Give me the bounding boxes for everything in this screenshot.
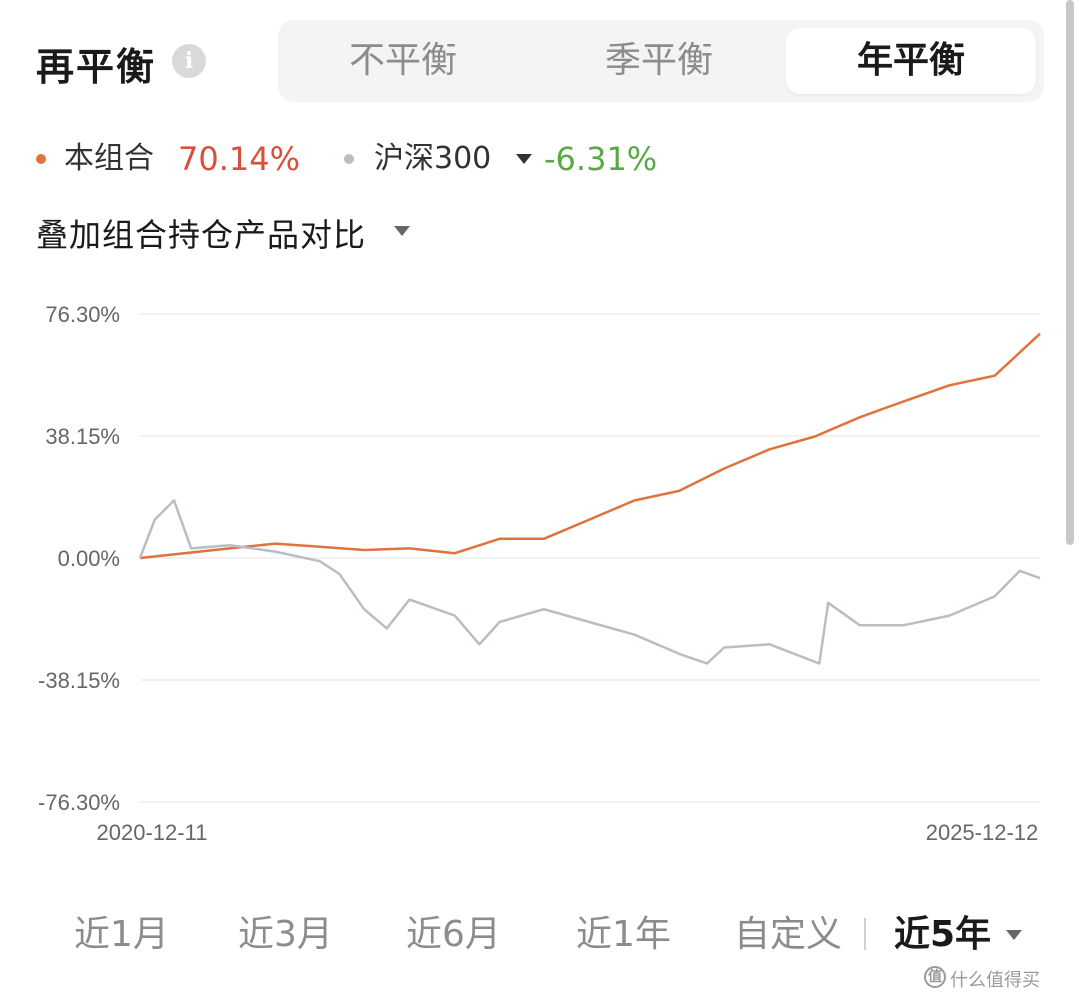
info-icon[interactable]: i	[172, 44, 206, 78]
page-title: 再平衡	[36, 45, 157, 89]
period-6m[interactable]: 近6月	[406, 914, 501, 955]
y-tick-label: -76.30%	[38, 790, 120, 815]
y-tick-label: 76.30%	[45, 302, 120, 327]
portfolio-legend-dot	[36, 154, 46, 164]
watermark-logo-icon: 值	[924, 966, 946, 988]
watermark-text: 什么值得买	[950, 970, 1040, 991]
y-tick-label: 0.00%	[58, 546, 120, 571]
period-selector: 近1月 近3月 近6月 近1年 自定义 近5年	[0, 900, 1080, 970]
period-custom[interactable]: 自定义	[734, 914, 843, 955]
x-axis-labels: 2020-12-11 2025-12-12	[97, 820, 1039, 845]
benchmark-dropdown-caret-icon[interactable]	[516, 154, 532, 164]
period-5y[interactable]: 近5年	[894, 914, 992, 955]
overlay-compare-selector[interactable]: 叠加组合持仓产品对比	[36, 216, 367, 254]
tab-annual-rebalance[interactable]: 年平衡	[786, 28, 1036, 94]
period-1y[interactable]: 近1年	[576, 914, 671, 955]
benchmark-legend-label[interactable]: 沪深300	[374, 141, 492, 176]
x-tick-label: 2020-12-11	[97, 820, 208, 845]
performance-chart: 76.30% 38.15% 0.00% -38.15% -76.30% 2020-12-…	[38, 302, 1041, 845]
tab-no-rebalance[interactable]: 不平衡	[348, 40, 457, 81]
chart-legend: 本组合 70.14% 沪深300 -6.31%	[30, 136, 930, 182]
period-dropdown-caret-icon[interactable]	[1006, 930, 1022, 940]
y-tick-label: -38.15%	[38, 668, 120, 693]
benchmark-legend-dot	[344, 154, 354, 164]
benchmark-series-line	[138, 499, 1041, 665]
x-tick-label: 2025-12-12	[926, 820, 1039, 845]
tab-quarterly-rebalance[interactable]: 季平衡	[604, 40, 713, 81]
period-1m[interactable]: 近1月	[74, 914, 169, 955]
benchmark-return-value: -6.31%	[544, 140, 658, 178]
y-tick-label: 38.15%	[45, 424, 120, 449]
overlay-dropdown-caret-icon[interactable]	[394, 226, 410, 236]
header: 再平衡 i 不平衡 季平衡 年平衡	[0, 0, 1080, 120]
chart-series	[138, 332, 1041, 665]
period-divider	[864, 918, 866, 950]
scrollbar[interactable]	[1066, 0, 1074, 545]
period-3m[interactable]: 近3月	[238, 914, 333, 955]
chart-grid	[140, 313, 1040, 803]
portfolio-return-value: 70.14%	[178, 140, 301, 178]
portfolio-series-line	[139, 332, 1041, 560]
portfolio-legend-label: 本组合	[64, 141, 154, 176]
y-axis-labels: 76.30% 38.15% 0.00% -38.15% -76.30%	[38, 302, 120, 815]
rebalance-segmented-control: 不平衡 季平衡 年平衡	[278, 20, 1044, 102]
